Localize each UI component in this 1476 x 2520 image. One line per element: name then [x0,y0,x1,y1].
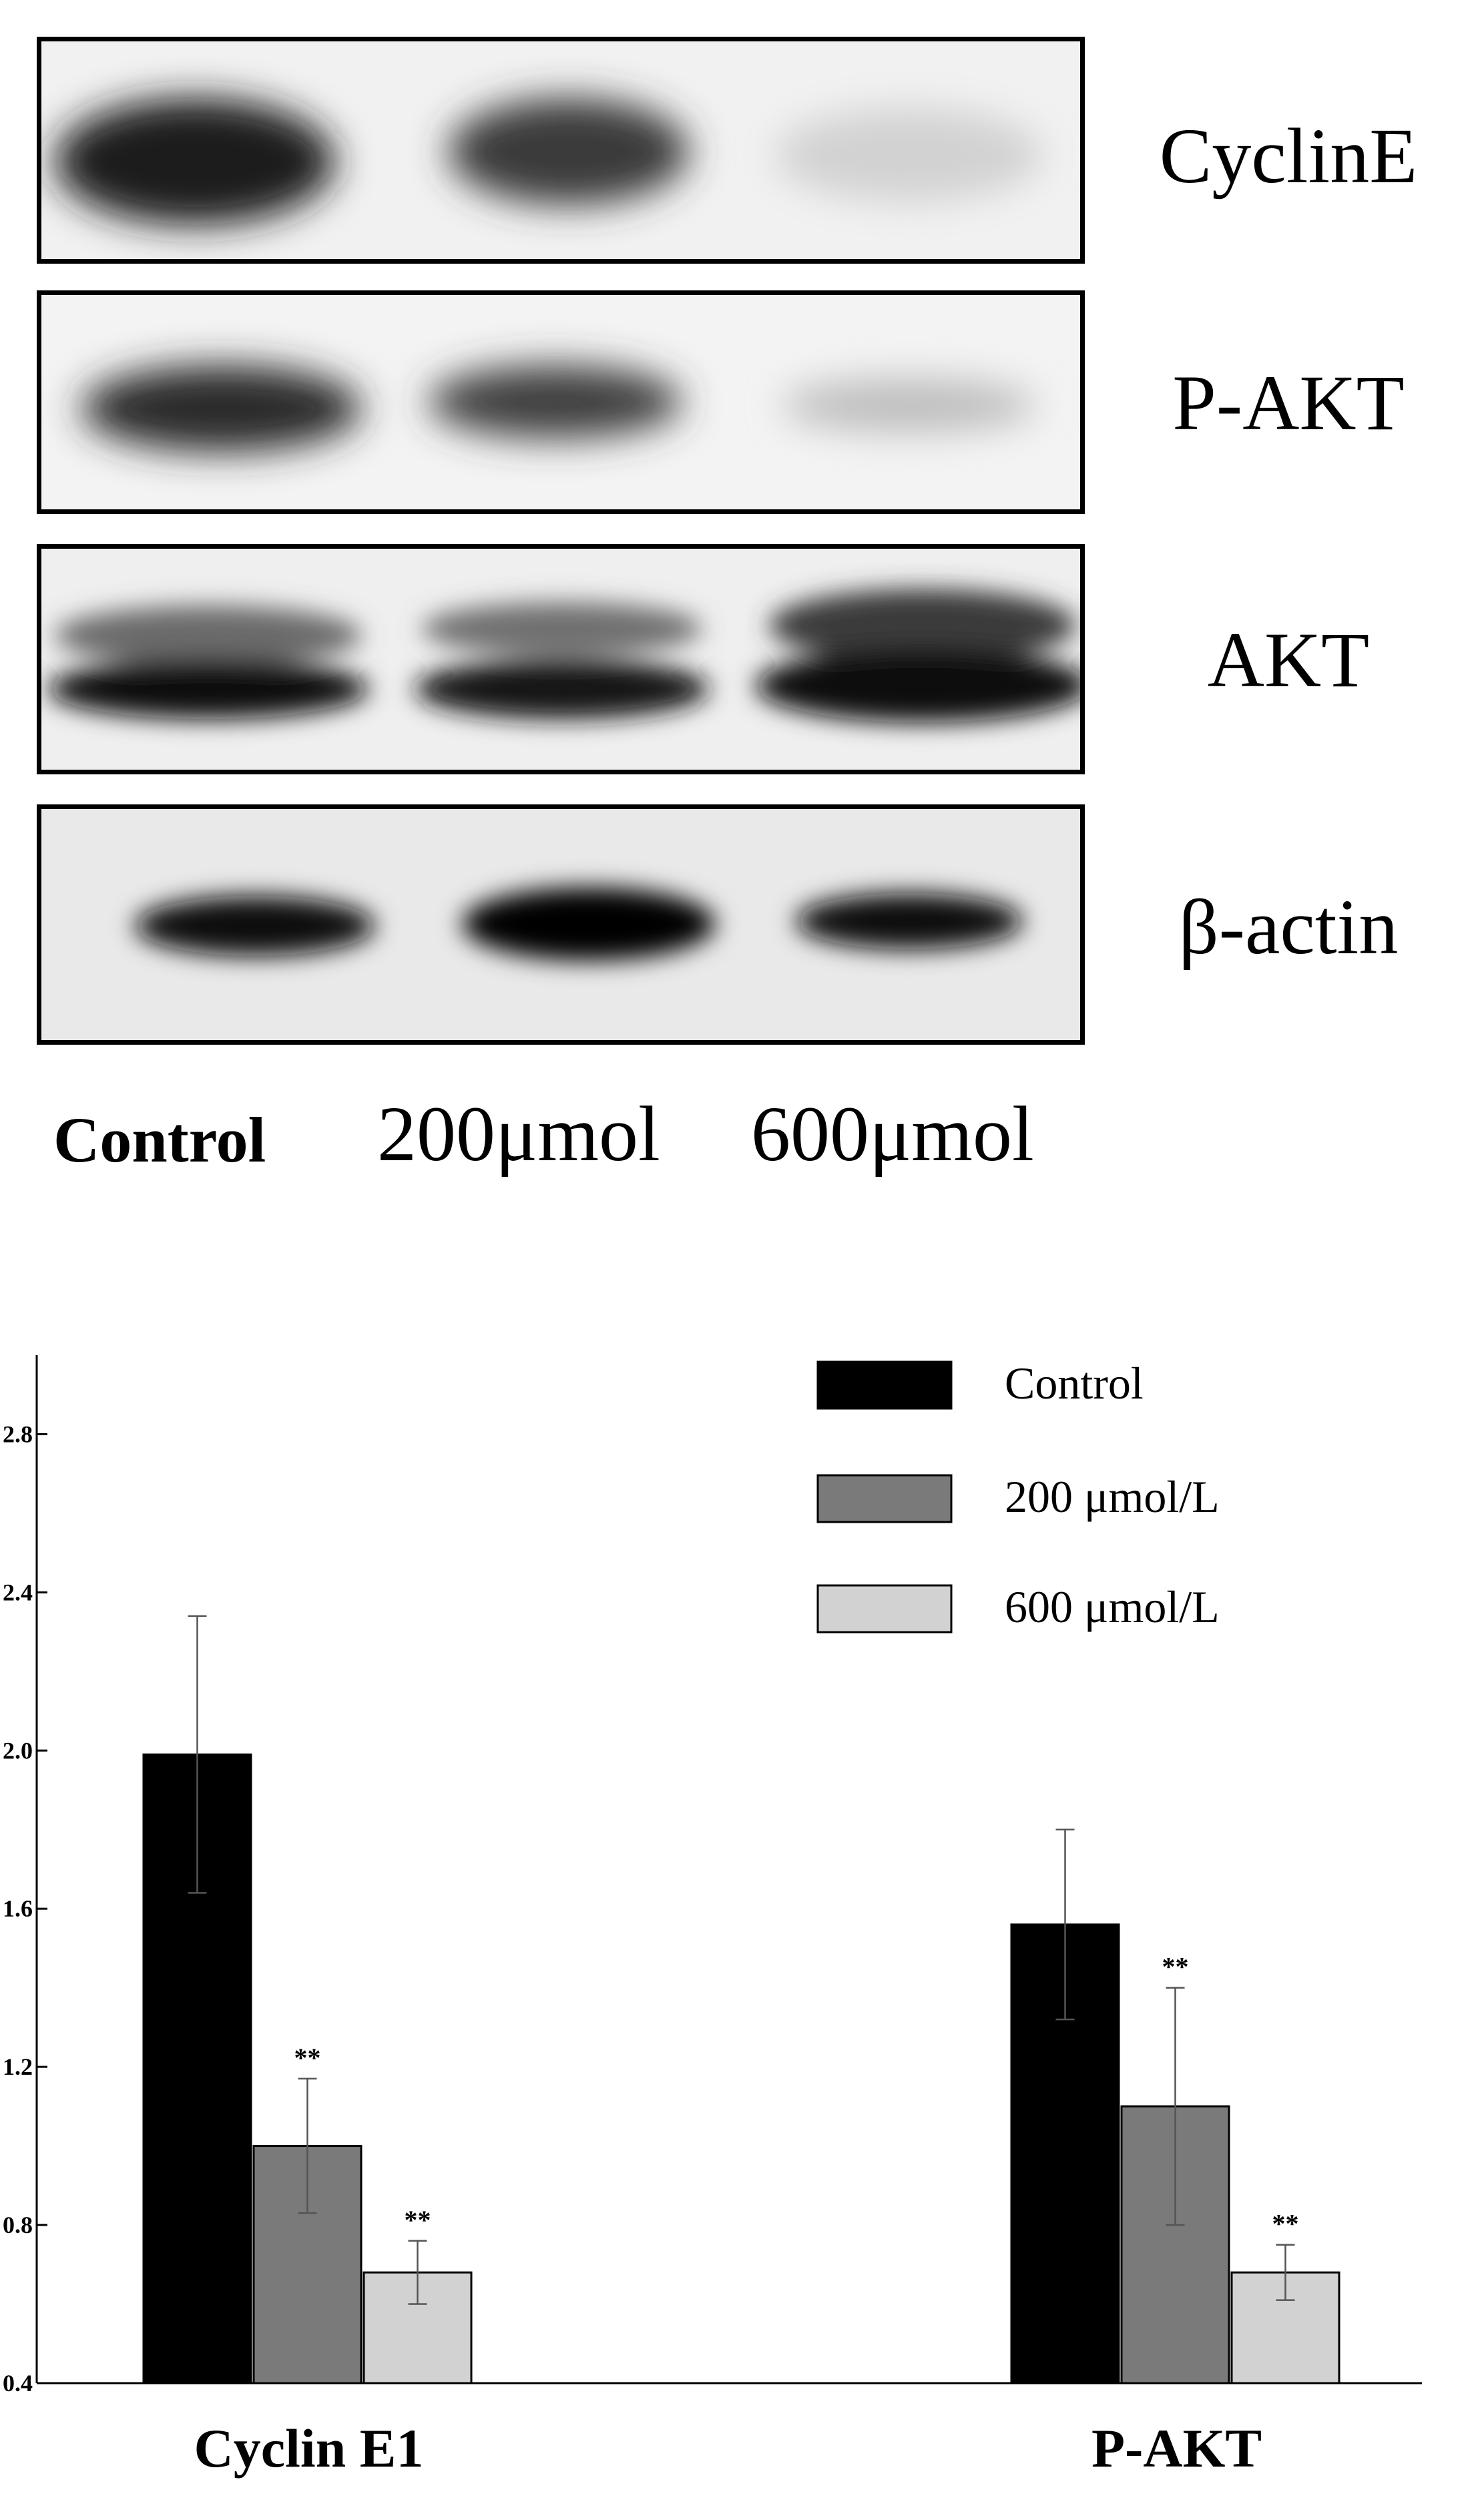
legend-swatch [816,1360,953,1410]
lane-label-200: 200μmol [377,1090,660,1178]
bar-chart: 0.4 0.8 1.2 1.6 2.0 2.4 2.8 ** ** ** ** Cyclin E1 P-… [0,1302,1476,2520]
bar-chart-canvas: 0.4 0.8 1.2 1.6 2.0 2.4 2.8 ** ** ** ** Cyclin E1 P-… [3,1355,1422,2479]
legend-swatch [816,1474,953,1523]
blot-strip-akt [37,544,1085,774]
protein-label-p-akt: P-AKT [1172,359,1405,447]
blot-strip-beta-actin [37,804,1085,1045]
significance-marker: ** [294,2043,321,2073]
x-category-label: Cyclin E1 [194,2418,424,2479]
lane-label-control: Control [53,1104,266,1176]
y-tick-label: 2.4 [3,1579,33,1605]
legend-label: 200 μmol/L [1005,1471,1220,1522]
bar [362,2271,473,2384]
protein-label-beta-actin: β-actin [1178,883,1399,971]
legend-label: Control [1005,1358,1144,1409]
y-tick-label: 1.2 [3,2053,33,2080]
y-tick-label: 0.4 [3,2370,33,2397]
significance-marker: ** [1272,2209,1299,2239]
protein-label-akt: AKT [1207,616,1370,704]
lane-label-600: 600μmol [751,1090,1034,1178]
significance-marker: ** [1162,1952,1189,1982]
y-tick-label: 2.8 [3,1421,33,1447]
legend-label: 600 μmol/L [1005,1581,1220,1632]
significance-marker: ** [405,2205,431,2235]
blot-strip-cycline [37,37,1085,264]
blot-strip-p-akt [37,290,1085,514]
y-tick-label: 0.8 [3,2212,33,2238]
y-tick-label: 2.0 [3,1737,33,1764]
x-category-label: P-AKT [1091,2418,1262,2479]
legend-swatch [816,1584,953,1633]
protein-label-cycline: CyclinE [1159,112,1418,200]
y-tick-label: 1.6 [3,1895,33,1922]
western-blot-panel: CyclinE P-AKT AKT [0,0,1476,1202]
